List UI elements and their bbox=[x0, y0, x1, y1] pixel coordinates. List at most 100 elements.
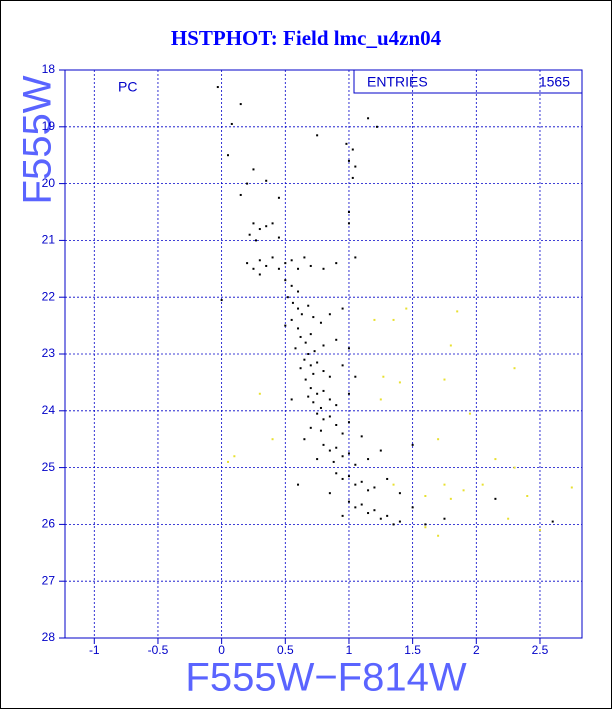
point bbox=[322, 418, 325, 421]
y-tick-label: 25 bbox=[42, 460, 56, 474]
point bbox=[367, 458, 370, 461]
point bbox=[341, 432, 344, 435]
point bbox=[354, 165, 357, 168]
point bbox=[367, 489, 370, 492]
point bbox=[570, 486, 573, 489]
x-tick-label: -0.5 bbox=[148, 643, 169, 657]
point bbox=[252, 267, 255, 270]
x-tick-label: 2 bbox=[473, 643, 480, 657]
point bbox=[316, 412, 319, 415]
point bbox=[328, 449, 331, 452]
point bbox=[341, 364, 344, 367]
point bbox=[239, 103, 242, 106]
point bbox=[411, 506, 414, 509]
point bbox=[345, 142, 348, 145]
point bbox=[551, 520, 554, 523]
point bbox=[373, 318, 376, 321]
point bbox=[297, 290, 300, 293]
annotation: PC bbox=[118, 79, 137, 95]
point bbox=[367, 512, 370, 515]
point bbox=[354, 506, 357, 509]
point bbox=[392, 483, 395, 486]
point bbox=[303, 358, 306, 361]
point bbox=[354, 375, 357, 378]
point bbox=[335, 424, 338, 426]
point bbox=[290, 398, 293, 401]
point bbox=[277, 267, 280, 270]
point bbox=[513, 367, 516, 370]
point bbox=[347, 347, 350, 350]
point bbox=[303, 256, 306, 259]
point bbox=[220, 299, 223, 302]
point bbox=[347, 159, 350, 162]
point bbox=[316, 361, 319, 364]
point bbox=[424, 495, 427, 497]
y-tick-label: 24 bbox=[42, 403, 56, 417]
point bbox=[300, 313, 303, 316]
point bbox=[299, 335, 302, 338]
point bbox=[386, 477, 389, 480]
point bbox=[347, 211, 350, 213]
point bbox=[351, 176, 354, 179]
point bbox=[309, 387, 312, 390]
point bbox=[307, 395, 310, 398]
point bbox=[373, 509, 376, 512]
point bbox=[290, 259, 293, 262]
point bbox=[347, 222, 350, 225]
point bbox=[258, 392, 261, 395]
point bbox=[312, 316, 315, 319]
point bbox=[347, 421, 350, 424]
point bbox=[328, 492, 331, 495]
point bbox=[291, 301, 294, 304]
point bbox=[248, 233, 251, 236]
stats-box bbox=[353, 69, 583, 94]
x-tick-label: -1 bbox=[89, 643, 100, 657]
x-tick-label: 0.5 bbox=[277, 643, 294, 657]
point bbox=[335, 404, 338, 407]
point bbox=[360, 480, 363, 483]
point bbox=[351, 148, 354, 151]
point bbox=[335, 262, 338, 265]
y-tick-label: 27 bbox=[42, 573, 56, 587]
y-tick-label: 22 bbox=[42, 289, 56, 303]
point bbox=[328, 415, 331, 418]
point bbox=[468, 412, 471, 415]
point bbox=[290, 318, 293, 321]
point bbox=[290, 284, 293, 287]
y-tick-label: 28 bbox=[42, 630, 56, 644]
point bbox=[437, 438, 440, 441]
point bbox=[246, 262, 249, 265]
y-tick-label: 21 bbox=[42, 233, 56, 247]
point bbox=[341, 455, 344, 458]
point bbox=[265, 179, 268, 182]
point bbox=[322, 267, 325, 270]
point bbox=[319, 406, 322, 409]
point bbox=[398, 520, 401, 523]
point bbox=[437, 534, 440, 537]
point bbox=[258, 273, 261, 276]
point bbox=[443, 378, 446, 381]
point bbox=[216, 86, 219, 89]
point bbox=[319, 429, 322, 432]
y-tick-label: 23 bbox=[42, 346, 56, 360]
point bbox=[258, 259, 261, 262]
point bbox=[335, 338, 338, 341]
point bbox=[322, 443, 325, 446]
point bbox=[424, 523, 427, 526]
point bbox=[449, 497, 452, 500]
point bbox=[313, 350, 316, 353]
point bbox=[252, 222, 255, 225]
point bbox=[335, 472, 338, 475]
point bbox=[382, 375, 385, 378]
point bbox=[303, 438, 306, 441]
point bbox=[271, 438, 274, 441]
point bbox=[328, 398, 331, 401]
point bbox=[239, 193, 242, 196]
point bbox=[328, 375, 331, 378]
point bbox=[354, 483, 357, 486]
point bbox=[309, 264, 312, 267]
stats-value: 1565 bbox=[539, 74, 570, 90]
point bbox=[312, 401, 315, 404]
